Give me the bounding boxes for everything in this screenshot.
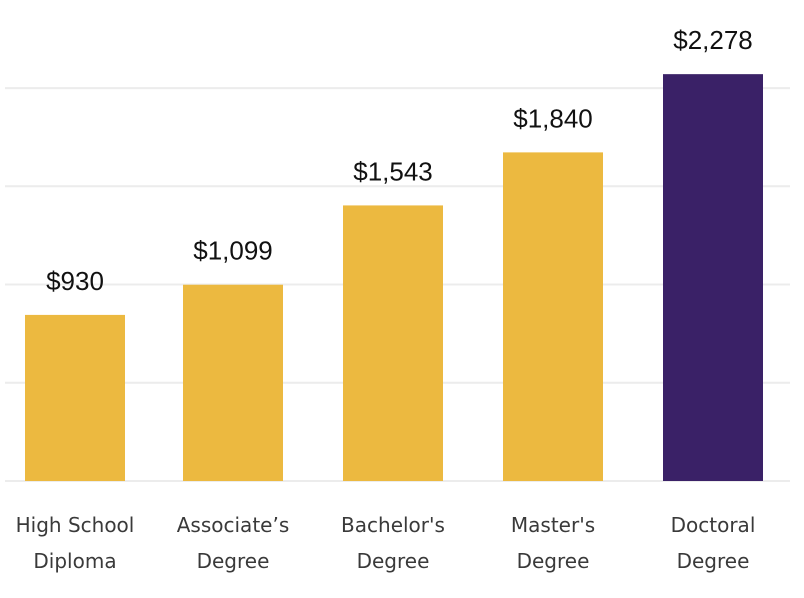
- value-labels: $930 $1,099 $1,543 $1,840 $2,278: [46, 25, 753, 296]
- value-label-4: $2,278: [673, 25, 753, 55]
- category-labels: High School Diploma Associate’s Degree Bache…: [16, 513, 756, 573]
- value-label-0: $930: [46, 266, 104, 296]
- value-label-3: $1,840: [513, 103, 593, 133]
- category-label-2-line-0: Bachelor's: [341, 513, 445, 537]
- category-label-0-line-0: High School: [16, 513, 135, 537]
- value-label-1: $1,099: [193, 236, 273, 266]
- category-label-1-line-0: Associate’s: [177, 513, 290, 537]
- bars: [25, 74, 763, 481]
- bar-2: [343, 205, 443, 481]
- bar-4: [663, 74, 763, 481]
- bar-1: [183, 284, 283, 481]
- category-label-3-line-1: Degree: [517, 549, 590, 573]
- category-label-2-line-1: Degree: [357, 549, 430, 573]
- category-label-4-line-1: Degree: [677, 549, 750, 573]
- category-label-4-line-0: Doctoral: [671, 513, 756, 537]
- value-label-2: $1,543: [353, 156, 433, 186]
- bar-3: [503, 152, 603, 481]
- category-label-3-line-0: Master's: [511, 513, 595, 537]
- category-label-0-line-1: Diploma: [33, 549, 116, 573]
- category-label-1-line-1: Degree: [197, 549, 270, 573]
- bar-0: [25, 314, 125, 481]
